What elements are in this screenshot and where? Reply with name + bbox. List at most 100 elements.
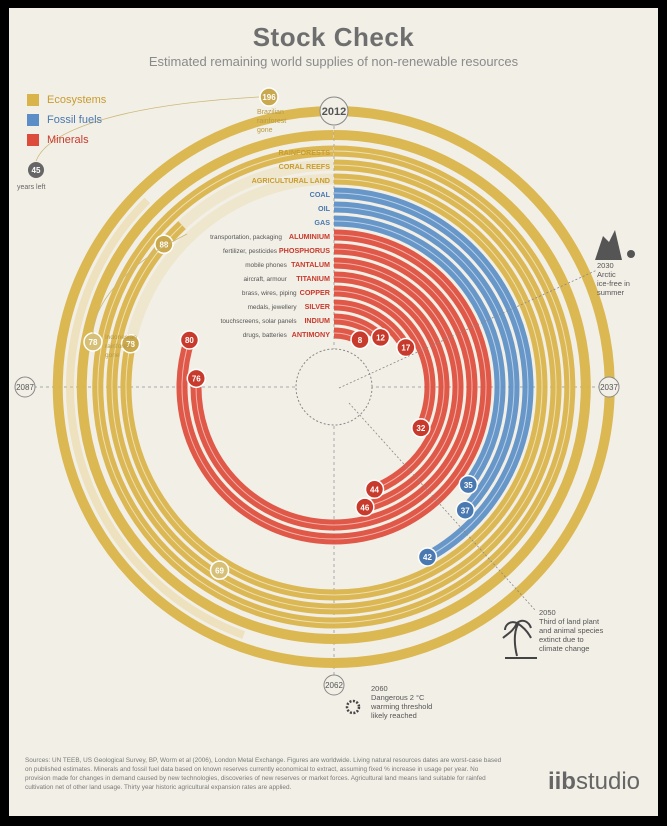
annotation-2050-line: extinct due to (539, 635, 584, 644)
ring-label-coal: COAL (310, 190, 331, 199)
ring-highlight (111, 164, 557, 610)
brand-logo: iibstudio (548, 768, 640, 796)
ring-use-indium: touchscreens, solar panels (221, 318, 297, 325)
ring-highlight (333, 206, 515, 511)
palm-tree-icon (502, 619, 532, 657)
ring-use-antimony: drugs, batteries (243, 332, 287, 339)
infographic-frame: 196 88 78 42 37 35 80 76 46 44 32 17 12 8 69 RAINFOREST… (9, 8, 658, 816)
ring-highlight (333, 290, 431, 429)
badge-copper-badge (411, 418, 431, 438)
badge-phosphorus-value: 76 (192, 375, 201, 384)
ring-label-antimony: ANTIMONY (292, 330, 331, 339)
ring-rainforests-turn-1 (76, 130, 591, 644)
brand-suffix: studio (575, 768, 640, 795)
annotation-2030-line: Arctic (597, 270, 616, 279)
ring-label-coral-reefs: CORAL REEFS (279, 162, 331, 171)
badge-indium-badge (370, 327, 391, 348)
badge-copper-value: 32 (416, 424, 425, 433)
badge-rainforests-badge (259, 87, 279, 107)
annotation-2060-line: 2060 (371, 684, 388, 693)
badge-coral-reefs-badge (154, 234, 174, 255)
year-marker-2012 (319, 96, 349, 126)
ring-use-titanium: aircraft, armour (243, 276, 287, 283)
ring-label-titanium: TITANIUM (296, 274, 330, 283)
ring-highlight (333, 220, 501, 485)
chart-title: Stock Check (252, 22, 415, 52)
note-brazilian-rainforest-line: Brazilian (257, 109, 284, 116)
ring-label-rainforests: RAINFORESTS (278, 148, 330, 157)
annotation-2050-line: and animal species (539, 626, 603, 635)
badge-aluminium-badge (179, 330, 200, 350)
ring-label-agricultural-land: AGRICULTURAL LAND (252, 176, 330, 185)
legend-swatch-fossil-fuels (27, 114, 39, 126)
note-brazilian-rainforest-line: gone (257, 127, 273, 134)
legend-label: Ecosystems (47, 94, 107, 106)
note-brazilian-rainforest-line: rainforest (257, 118, 286, 125)
ring-label-oil: OIL (318, 204, 331, 213)
ring-highlight (125, 178, 543, 596)
ring-label-aluminium: ALUMINIUM (289, 232, 330, 241)
badge-antimony-value: 8 (358, 336, 363, 345)
ring-highlight (181, 234, 487, 540)
legend-item-minerals: Minerals (27, 130, 106, 150)
badge-agricultural-land-badge (120, 334, 141, 354)
legend-label: Fossil fuels (47, 114, 103, 126)
legend: Ecosystems Fossil fuels Minerals (27, 90, 106, 150)
badge-gas-value: 35 (464, 481, 473, 490)
legend-item-fossil-fuels: Fossil fuels (27, 110, 106, 130)
badge-phosphorus-badge (186, 368, 207, 389)
ring-label-phosphorus: PHOSPHORUS (279, 246, 330, 255)
year-marker-label: 2062 (325, 681, 343, 690)
badge-silver-badge (396, 337, 416, 358)
center-circle (295, 348, 373, 426)
ring-highlight (333, 192, 529, 558)
ring-label-tantalum: TANTALUM (291, 260, 330, 269)
legend-swatch-ecosystems (27, 94, 39, 106)
ring-use-aluminium: transportation, packaging (210, 234, 282, 241)
ring-highlight (333, 276, 445, 490)
chart-subtitle: Estimated remaining world supplies of no… (148, 54, 519, 69)
badge-oil-value: 37 (461, 506, 470, 515)
ring-tail-ecosystem (66, 197, 246, 639)
brand-prefix: iib (547, 768, 576, 795)
year-marker-label: 2037 (600, 383, 618, 392)
iceberg-small-icon (627, 250, 635, 258)
badge-antimony-badge (350, 329, 370, 350)
ring-label-indium: INDIUM (304, 316, 330, 325)
badge-agricultural-land-value: 78 (126, 340, 135, 349)
years-left-connector (35, 96, 260, 162)
annotation-2060: 2060 Dangerous 2 °C warming threshold likel… (370, 684, 432, 720)
ring-use-tantalum: mobile phones (245, 262, 287, 269)
year-marker-2037 (598, 376, 620, 398)
annotation-2050: 2050 Third of land plant and animal specie… (539, 608, 603, 653)
note-indonesian-rainforest-line: gone (105, 352, 120, 359)
note-indonesian-rainforest-line: Indonesian (105, 334, 137, 341)
sources-note: Sources: UN TEEB, US Geological Survey, … (25, 757, 502, 791)
badge-coal-badge (417, 547, 438, 567)
note-indonesian-rainforest: Indonesian rainforest gone (105, 334, 137, 359)
annotation-2060-line: warming threshold (370, 702, 432, 711)
badge-indium-value: 12 (376, 334, 385, 343)
ring-use-silver: medals, jewellery (248, 304, 298, 311)
year-marker-2087 (14, 376, 36, 398)
badge-coral-reefs-value: 88 (159, 241, 168, 250)
years-left-label: years left (17, 184, 45, 191)
ring-use-phosphorus: fertilizer, pesticides (223, 248, 277, 255)
badge-tantalum-value: 46 (360, 503, 369, 512)
ring-label-copper: COPPER (300, 288, 331, 297)
badge-indonesia-value: 78 (89, 338, 98, 347)
year-marker-label: 2087 (16, 383, 34, 392)
annotation-2030-line: summer (597, 288, 625, 297)
legend-label: Minerals (47, 134, 89, 146)
annotation-2030-line: 2030 (597, 261, 614, 270)
badge-coal-value: 42 (423, 553, 432, 562)
annotation-2050-line: climate change (539, 644, 589, 653)
annotation-2030: 2030 Arctic ice-free in summer (597, 261, 630, 297)
sun-icon (345, 699, 361, 715)
annotation-2030-connector (338, 269, 598, 389)
year-marker-2062 (323, 674, 345, 696)
annotation-2050-line: 2050 (539, 608, 556, 617)
badge-rainforests-value: 196 (262, 93, 276, 102)
note-brazilian-rainforest: Brazilian rainforest gone (257, 109, 286, 134)
